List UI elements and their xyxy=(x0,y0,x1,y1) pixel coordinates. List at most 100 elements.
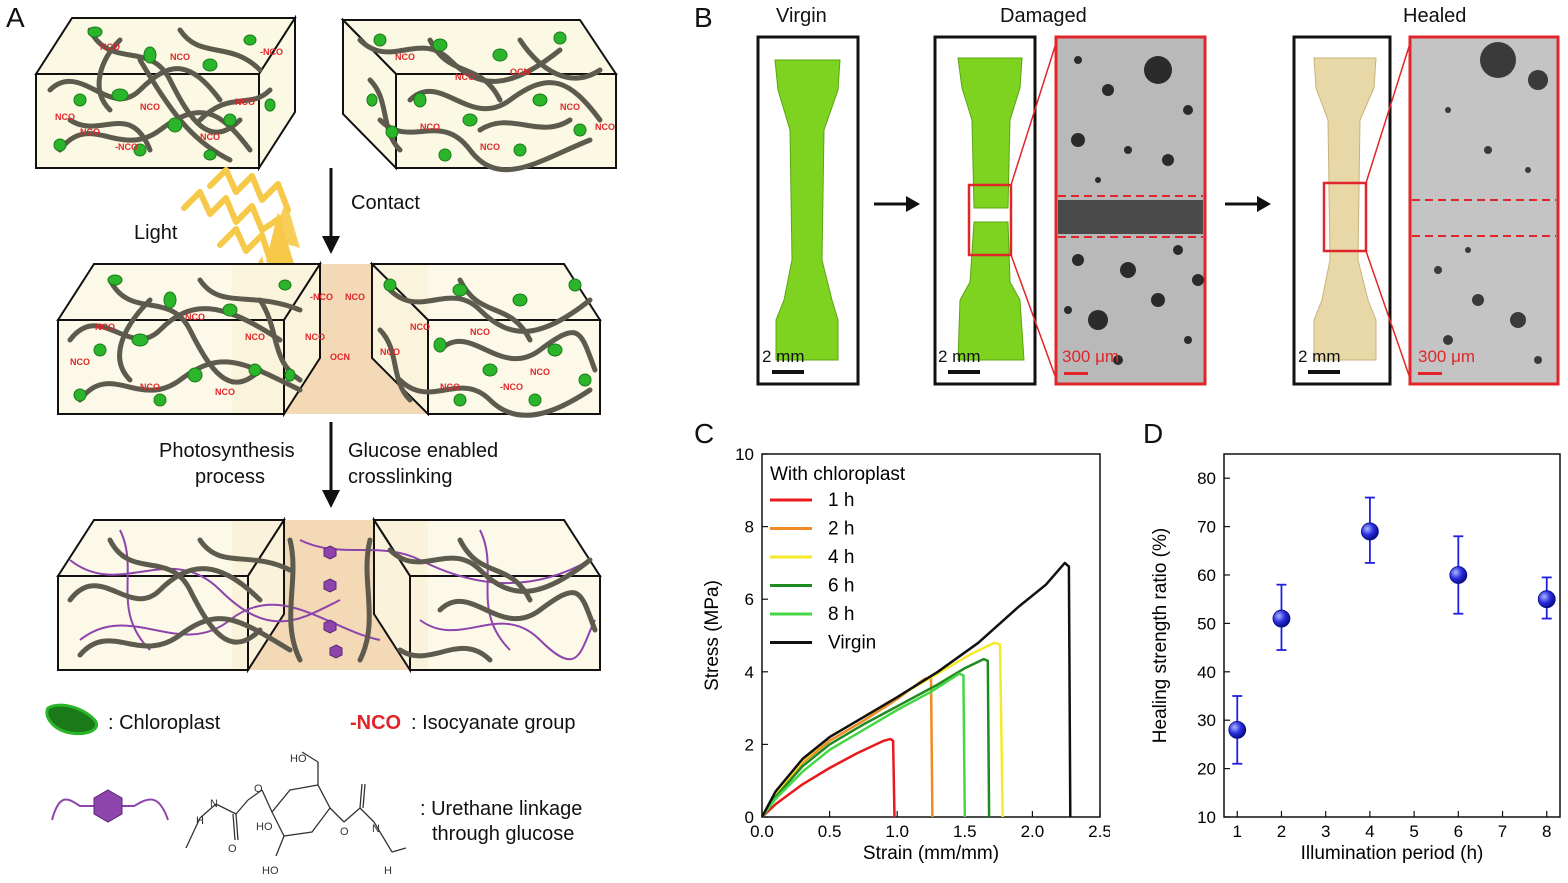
svg-text:NCO: NCO xyxy=(215,387,235,397)
x-tick-label: 5 xyxy=(1409,822,1418,841)
svg-text:N: N xyxy=(372,823,380,835)
svg-text:NCO: NCO xyxy=(100,42,120,52)
legend-entry: 1 h xyxy=(828,490,854,511)
healing-ratio-chart: 1 2 3 4 5 6 7 8 10 20 30 40 50 60 70 80 Illumination per… xyxy=(1150,453,1561,864)
y-tick-label: 40 xyxy=(1197,663,1216,682)
y-tick-label: 70 xyxy=(1197,518,1216,537)
y-tick-label: 6 xyxy=(745,590,754,609)
x-tick-label: 1.0 xyxy=(885,822,909,841)
virgin-specimen xyxy=(774,59,841,361)
legend-urethane-text-2: through glucose xyxy=(432,823,575,845)
svg-text:NCO: NCO xyxy=(70,357,90,367)
svg-text:NCO: NCO xyxy=(470,327,490,337)
svg-text:NCO: NCO xyxy=(530,367,550,377)
block-top-right xyxy=(340,17,618,171)
y-tick-label: 30 xyxy=(1197,711,1216,730)
light-label: Light xyxy=(134,222,178,244)
panel-b-letter: B xyxy=(694,2,713,33)
glucose-label-1: Glucose enabled xyxy=(348,440,499,462)
svg-text:NCO: NCO xyxy=(95,322,115,332)
svg-text:O: O xyxy=(228,843,237,855)
panel-a-letter: A xyxy=(6,2,25,33)
healed-scale-label: 2 mm xyxy=(1298,347,1341,366)
damaged-crack xyxy=(1058,200,1203,234)
svg-text:OCN: OCN xyxy=(510,67,530,77)
svg-text:-NCO: -NCO xyxy=(115,142,138,152)
svg-text:NCO: NCO xyxy=(455,72,475,82)
x-axis-label: Strain (mm/mm) xyxy=(863,843,999,864)
y-tick-label: 10 xyxy=(1197,808,1216,827)
chloroplasts-middle xyxy=(73,274,592,407)
y-tick-label: 8 xyxy=(745,518,754,537)
virgin-label: Virgin xyxy=(776,5,827,27)
legend-entry: 6 h xyxy=(828,576,854,597)
block-middle-right xyxy=(369,261,602,417)
svg-text:NCO: NCO xyxy=(395,52,415,62)
svg-text:-NCO: -NCO xyxy=(260,47,283,57)
y-axis-label: Healing strength ratio (%) xyxy=(1150,528,1171,743)
x-tick-label: 7 xyxy=(1498,822,1507,841)
damaged-zoom-box xyxy=(967,183,1013,257)
svg-text:NCO: NCO xyxy=(595,122,615,132)
svg-text:NCO: NCO xyxy=(380,347,400,357)
svg-text:HO: HO xyxy=(262,865,279,877)
y-axis-label: Stress (MPa) xyxy=(702,580,723,691)
data-point xyxy=(1228,720,1247,739)
svg-text:NCO: NCO xyxy=(410,322,430,332)
chloroplast-legend-icon xyxy=(45,703,98,736)
svg-text:NCO: NCO xyxy=(140,102,160,112)
photosynthesis-label-2: process xyxy=(195,466,266,488)
legend-entry: Virgin xyxy=(828,633,876,654)
x-tick-label: 4 xyxy=(1365,822,1374,841)
svg-text:NCO: NCO xyxy=(200,132,220,142)
nco-labels-top: NCO NCO NCO NCO NCO NCO -NCO -NCO NCO NCO OCN… xyxy=(55,42,615,152)
damaged-sem-scale-label: 300 μm xyxy=(1062,347,1120,366)
data-point xyxy=(1449,566,1468,584)
contact-label: Contact xyxy=(351,192,420,214)
series-line xyxy=(761,737,896,818)
glucose-structure-labels: HO N H O HO HO O N H O xyxy=(196,753,392,877)
plot-area xyxy=(1223,453,1561,818)
panel-b-images xyxy=(756,35,1560,386)
damaged-specimen-bottom xyxy=(957,221,1025,361)
svg-text:NCO: NCO xyxy=(55,112,75,122)
y-tick-label: 20 xyxy=(1197,760,1216,779)
svg-text:HO: HO xyxy=(290,753,307,765)
damaged-sem-pores xyxy=(1064,56,1204,365)
glucose-label-2: crosslinking xyxy=(348,466,453,488)
data-point xyxy=(1360,522,1379,541)
panel-a-schematic: NCO NCO NCO NCO NCO NCO -NCO -NCO NCO NCO OCN… xyxy=(34,14,618,877)
svg-text:NCO: NCO xyxy=(170,52,190,62)
legend-nco-text: : Isocyanate group xyxy=(411,712,576,734)
svg-text:NCO: NCO xyxy=(80,127,100,137)
healed-specimen xyxy=(1313,57,1377,361)
photosynthesis-label-1: Photosynthesis xyxy=(159,440,295,462)
healed-sem-image xyxy=(1408,35,1560,386)
y-tick-label: 0 xyxy=(745,808,754,827)
svg-text:N: N xyxy=(210,798,218,810)
healed-sem-pores xyxy=(1434,42,1548,364)
x-tick-label: 2.0 xyxy=(1021,822,1045,841)
panel-c-letter: C xyxy=(694,418,715,449)
svg-text:-NCO: -NCO xyxy=(500,382,523,392)
svg-text:H: H xyxy=(196,815,204,827)
x-tick-label: 1.5 xyxy=(953,822,977,841)
healed-sem-scale-label: 300 μm xyxy=(1418,347,1476,366)
x-tick-label: 0.5 xyxy=(818,822,842,841)
svg-text:NCO: NCO xyxy=(305,332,325,342)
svg-text:-NCO: -NCO xyxy=(310,292,333,302)
svg-text:NCO: NCO xyxy=(235,97,255,107)
x-tick-label: 0.0 xyxy=(750,822,774,841)
x-axis-label: Illumination period (h) xyxy=(1301,843,1484,864)
svg-text:NCO: NCO xyxy=(185,312,205,322)
svg-text:O: O xyxy=(254,783,263,795)
block-bottom-left xyxy=(56,516,286,674)
svg-text:NCO: NCO xyxy=(245,332,265,342)
polymer-chains-top-right xyxy=(357,37,603,173)
data-point xyxy=(1272,609,1291,628)
x-tick-label: 1 xyxy=(1233,822,1242,841)
y-tick-label: 4 xyxy=(745,663,754,682)
x-tick-label: 6 xyxy=(1454,822,1463,841)
glucose-urethane-structure xyxy=(185,751,407,857)
legend-entry: 8 h xyxy=(828,604,854,625)
